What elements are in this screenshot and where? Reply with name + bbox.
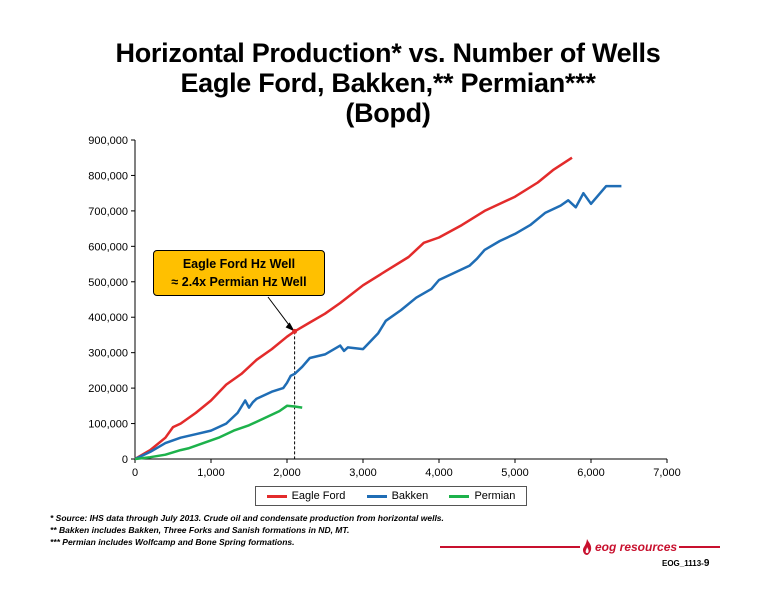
- x-tick-label: 7,000: [653, 467, 681, 479]
- chart-title: Horizontal Production* vs. Number of Wel…: [0, 38, 776, 128]
- company-logo: eog resources: [580, 537, 680, 557]
- x-tick-label: 5,000: [501, 467, 529, 479]
- y-tick-label: 600,000: [88, 241, 128, 253]
- y-tick-label: 300,000: [88, 348, 128, 360]
- legend-label-eagle-ford: Eagle Ford: [291, 490, 346, 502]
- y-tick-label: 800,000: [88, 170, 128, 182]
- x-tick-label: 4,000: [425, 467, 453, 479]
- doc-code-text: EOG_1113-: [662, 559, 704, 568]
- legend-swatch-permian: [449, 494, 470, 498]
- callout-arrow-line: [267, 296, 292, 329]
- series-line-eagle-ford: [134, 156, 573, 461]
- y-tick-label: 400,000: [88, 312, 128, 324]
- series-line-permian: [134, 404, 303, 461]
- legend-label-permian: Permian: [474, 490, 516, 502]
- title-line-2: Eagle Ford, Bakken,** Permian***: [180, 68, 596, 98]
- page-number: 9: [703, 558, 710, 569]
- legend-item-bakken: Bakken: [366, 490, 429, 502]
- flame-icon: [583, 539, 592, 555]
- legend-swatch-bakken: [366, 494, 387, 498]
- title-line-3: (Bopd): [345, 98, 431, 128]
- y-tick-label: 200,000: [88, 383, 128, 395]
- x-tick-label: 2,000: [273, 467, 301, 479]
- y-tick-label: 700,000: [88, 206, 128, 218]
- callout-box: Eagle Ford Hz Well ≈ 2.4x Permian Hz Wel…: [153, 250, 325, 296]
- callout-arrow-head: [285, 322, 295, 332]
- x-tick-label: 6,000: [577, 467, 605, 479]
- footnotes: * Source: IHS data through July 2013. Cr…: [50, 512, 444, 548]
- title-line-1: Horizontal Production* vs. Number of Wel…: [115, 38, 661, 68]
- legend-item-permian: Permian: [449, 490, 515, 502]
- chart-legend: Eagle Ford Bakken Permian: [255, 486, 527, 506]
- footnote-1: * Source: IHS data through July 2013. Cr…: [50, 513, 444, 523]
- y-tick-label: 0: [122, 454, 128, 466]
- legend-item-eagle-ford: Eagle Ford: [266, 490, 346, 502]
- x-tick-label: 0: [132, 467, 138, 479]
- y-tick-label: 900,000: [88, 135, 128, 147]
- highlight-point: [292, 328, 298, 334]
- series-line-bakken: [134, 184, 622, 461]
- document-code: EOG_1113-9: [662, 558, 709, 569]
- x-tick-label: 3,000: [349, 467, 377, 479]
- legend-swatch-eagle-ford: [266, 494, 287, 498]
- x-tick-label: 1,000: [197, 467, 225, 479]
- y-tick-label: 500,000: [88, 277, 128, 289]
- y-tick-label: 100,000: [88, 419, 128, 431]
- logo-text: eog resources: [595, 540, 678, 554]
- footnote-3: *** Permian includes Wolfcamp and Bone S…: [50, 537, 295, 547]
- callout-line-2: ≈ 2.4x Permian Hz Well: [171, 275, 307, 289]
- callout-line-1: Eagle Ford Hz Well: [182, 257, 296, 271]
- footnote-2: ** Bakken includes Bakken, Three Forks a…: [50, 525, 350, 535]
- legend-label-bakken: Bakken: [391, 490, 429, 502]
